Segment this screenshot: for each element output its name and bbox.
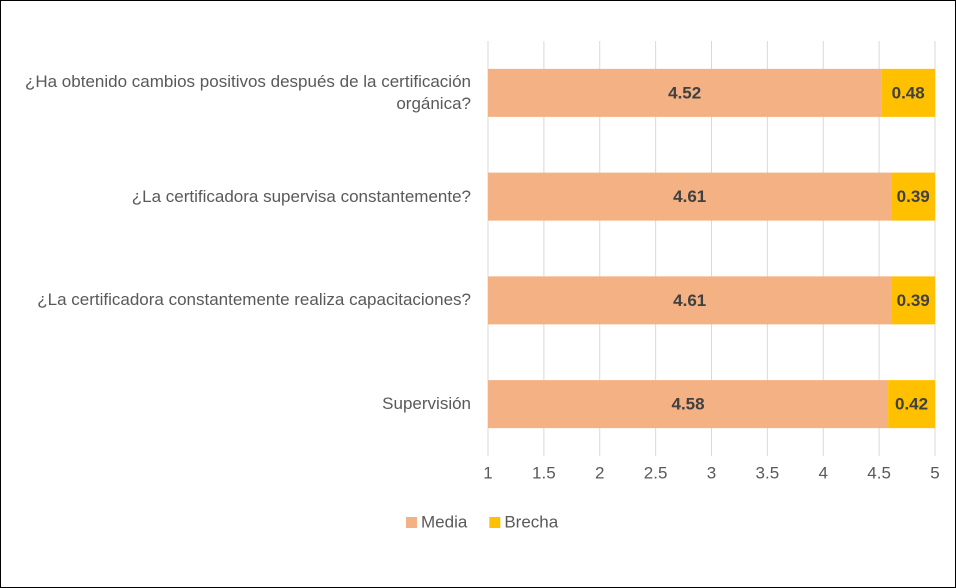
legend-label: Brecha — [504, 512, 558, 531]
x-tick-label: 4.5 — [867, 463, 891, 482]
data-label: 4.61 — [673, 291, 706, 310]
x-tick-label: 1 — [483, 463, 492, 482]
x-tick-label: 1.5 — [532, 463, 556, 482]
x-tick-label: 2 — [595, 463, 604, 482]
bar-segment — [888, 380, 935, 429]
data-label: 0.42 — [895, 395, 928, 414]
bar-segment — [488, 172, 892, 221]
x-tick-label: 3.5 — [756, 463, 780, 482]
bar-segment — [488, 276, 892, 325]
bar-segment — [881, 68, 935, 117]
data-label: 4.52 — [668, 83, 701, 102]
legend-swatch — [489, 517, 501, 528]
y-tick-label: Supervisión — [382, 394, 471, 414]
y-tick-label: ¿Ha obtenido cambios positivos después d… — [24, 71, 471, 113]
x-tick-label: 5 — [930, 463, 939, 482]
x-tick-label: 2.5 — [644, 463, 668, 482]
x-tick-label: 4 — [819, 463, 828, 482]
y-tick-label: ¿La certificadora constantemente realiza… — [37, 290, 471, 310]
legend-swatch — [406, 517, 417, 528]
data-label: 0.39 — [897, 187, 930, 206]
data-label: 4.58 — [671, 395, 704, 414]
bar-segment — [488, 380, 889, 429]
data-label: 0.48 — [892, 83, 925, 102]
x-tick-label: 3 — [707, 463, 716, 482]
bars: 4.52 0.48 4.61 0.39 4.61 0.39 4.58 0.42 — [488, 68, 935, 429]
bar-segment — [891, 276, 935, 325]
bar-segment — [891, 172, 935, 221]
y-tick-label: ¿La certificadora supervisa constantemen… — [131, 186, 471, 206]
data-label: 4.61 — [673, 187, 706, 206]
legend-label: Media — [421, 512, 468, 531]
data-label: 0.39 — [897, 291, 930, 310]
bar-segment — [488, 68, 882, 117]
